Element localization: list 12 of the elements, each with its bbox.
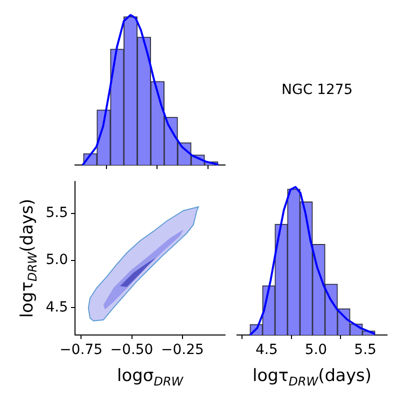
x-tick-label: −0.75: [60, 342, 103, 358]
x-tick-label: −0.25: [160, 342, 204, 358]
text: NGC 1275: [282, 82, 353, 98]
x-axis-title: logτ$_{DRW}$(days): [252, 366, 372, 388]
x-tick-label: −0.50: [110, 342, 154, 358]
y-tick-label: 5.0: [46, 252, 68, 268]
y-tick-label: 4.5: [46, 299, 68, 316]
x-tick-label: 5.0: [304, 342, 328, 358]
x-tick-label: 5.5: [354, 342, 376, 358]
x-axis-title: logσ$_{DRW}$: [117, 366, 184, 388]
y-tick-label: 5.5: [46, 205, 68, 222]
x-tick-label: 4.5: [255, 342, 278, 358]
